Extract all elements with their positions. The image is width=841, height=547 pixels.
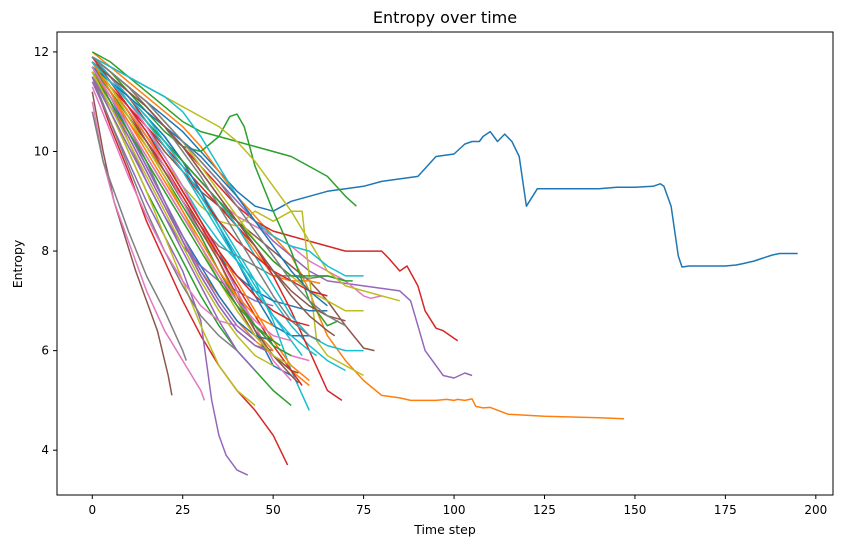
- y-axis-label: Entropy: [10, 239, 25, 288]
- y-tick-label: 4: [41, 443, 49, 457]
- series-line-47: [91, 86, 238, 327]
- y-tick-label: 8: [41, 244, 49, 258]
- series-line-40: [91, 56, 364, 277]
- plot-area: [56, 31, 834, 496]
- x-axis: 0 25 50 75 100 125 150 175 200: [88, 495, 827, 517]
- series-line-58: [91, 56, 346, 327]
- series-line-59: [91, 71, 274, 367]
- series-line-35: [91, 76, 256, 372]
- series-line-19: [91, 71, 256, 406]
- y-axis: 4 6 8 10 12: [34, 45, 57, 457]
- series-line-16: [91, 91, 173, 396]
- series-line-51: [91, 66, 328, 307]
- y-tick-label: 6: [41, 344, 49, 358]
- series-line-17: [91, 101, 206, 401]
- series-line-18: [91, 111, 188, 361]
- series-line-2: [91, 51, 625, 420]
- x-axis-label: Time step: [413, 522, 476, 537]
- y-tick-label: 10: [34, 144, 49, 158]
- x-tick-label: 100: [443, 503, 466, 517]
- plot-frame: [56, 31, 834, 496]
- x-tick-label: 0: [88, 503, 96, 517]
- x-tick-label: 125: [533, 503, 556, 517]
- series-line-49: [91, 61, 292, 367]
- series-line-56: [91, 61, 336, 337]
- series-line-14: [91, 76, 289, 466]
- x-tick-label: 175: [714, 503, 737, 517]
- series-line-55: [91, 76, 267, 352]
- series-line-53: [91, 71, 281, 347]
- x-tick-label: 75: [356, 503, 371, 517]
- series-layer: [91, 51, 798, 476]
- y-tick-label: 12: [34, 45, 49, 59]
- series-line-54: [91, 56, 310, 327]
- x-tick-label: 50: [266, 503, 281, 517]
- series-line-60: [91, 61, 318, 357]
- series-line-3: [91, 51, 357, 207]
- series-line-52: [91, 61, 274, 327]
- x-tick-label: 150: [623, 503, 646, 517]
- series-line-23: [91, 56, 339, 327]
- x-tick-label: 25: [175, 503, 190, 517]
- series-line-15: [91, 81, 249, 476]
- series-line-57: [91, 66, 292, 342]
- x-tick-label: 200: [804, 503, 827, 517]
- series-line-1: [91, 56, 798, 268]
- chart-title: Entropy over time: [373, 8, 517, 27]
